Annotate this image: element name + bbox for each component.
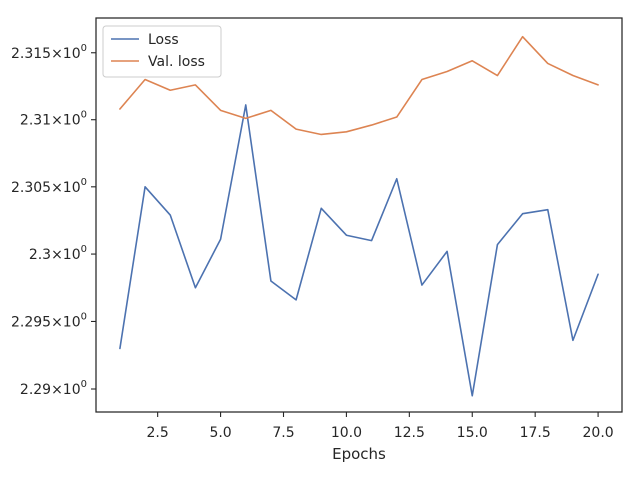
legend: Loss Val. loss xyxy=(102,25,222,78)
x-axis: 2.5 5.0 7.5 10.0 12.5 15.0 17.5 20.0 xyxy=(147,412,614,441)
y-tick-label: 2.305×100 xyxy=(11,177,87,196)
x-tick-label: 5.0 xyxy=(209,425,231,441)
x-tick-label: 7.5 xyxy=(272,425,294,441)
y-tick-label: 2.31×100 xyxy=(20,110,87,129)
x-axis-title: Epochs xyxy=(332,445,386,463)
series-line-1 xyxy=(119,35,599,136)
legend-label: Loss xyxy=(148,32,179,48)
y-tick-label: 2.315×100 xyxy=(11,43,87,62)
series-line-0 xyxy=(119,104,599,397)
x-tick-label: 2.5 xyxy=(147,425,169,441)
y-tick-label: 2.295×100 xyxy=(11,311,87,330)
y-tick-label: 2.3×100 xyxy=(29,244,87,263)
x-tick-label: 12.5 xyxy=(394,425,425,441)
y-axis: 2.29×100 2.295×100 2.3×100 2.305×100 2.31×10… xyxy=(11,43,96,398)
x-tick-label: 10.0 xyxy=(331,425,362,441)
plot-area xyxy=(119,35,599,397)
plot-frame xyxy=(95,17,623,413)
x-tick-label: 17.5 xyxy=(520,425,551,441)
legend-label: Val. loss xyxy=(148,54,205,70)
y-tick-label: 2.29×100 xyxy=(20,379,87,398)
x-tick-label: 15.0 xyxy=(457,425,488,441)
x-tick-label: 20.0 xyxy=(583,425,614,441)
